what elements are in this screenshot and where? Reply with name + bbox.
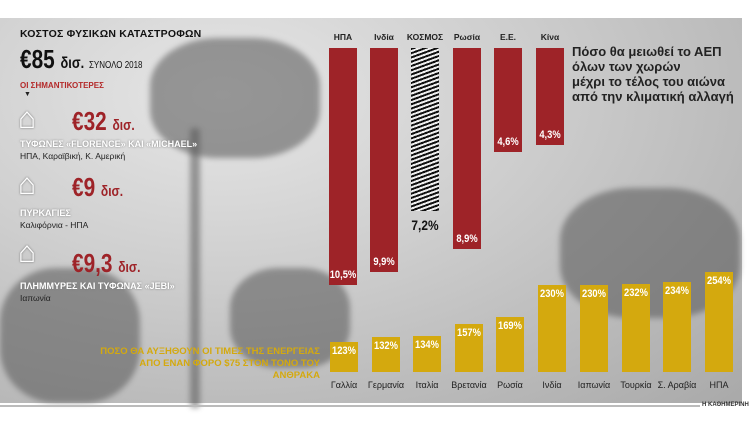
event-region: Καλιφόρνια - ΗΠΑ — [20, 220, 89, 230]
gdp-bar — [411, 48, 439, 211]
event-region: Ιαπωνία — [20, 293, 51, 303]
gdp-value-label: 8,9% — [456, 233, 478, 246]
energy-bar — [413, 336, 441, 372]
energy-category-label: Ιταλία — [415, 380, 439, 390]
gdp-category-label: Ε.Ε. — [499, 32, 517, 42]
source-label: Η ΚΑΘΗΜΕΡΙΝΗ — [702, 402, 749, 408]
event-name: ΠΛΗΜΜΥΡΕΣ ΚΑΙ ΤΥΦΩΝΑΣ «JEBI» — [20, 281, 175, 291]
energy-value-label: 232% — [624, 286, 648, 299]
gdp-category-label: Ινδία — [374, 32, 394, 42]
energy-category-label: Γαλλία — [330, 380, 358, 390]
energy-value-label: 234% — [665, 285, 689, 298]
energy-bar — [580, 284, 608, 372]
flooded-house-icon: ⌂ — [18, 236, 37, 269]
divider — [0, 405, 700, 407]
energy-category-label: Γερμανία — [367, 380, 405, 390]
energy-value-label: 230% — [540, 287, 564, 300]
energy-bar — [372, 337, 400, 372]
gdp-bar — [453, 48, 481, 250]
gdp-chart-title: Πόσο θα μειωθεί το ΑΕΠ όλων των χωρών μέχρ… — [572, 44, 734, 104]
burning-house-icon: ⌂ — [18, 168, 37, 201]
energy-value-label: 132% — [374, 340, 398, 353]
energy-value-label: 230% — [582, 287, 606, 300]
energy-bar — [496, 317, 524, 372]
gdp-category-label: ΗΠΑ — [333, 32, 353, 42]
event-amount: €32 δισ. — [72, 106, 135, 136]
tornado-house-icon: ⌂ — [18, 102, 37, 135]
energy-bar — [622, 283, 650, 372]
energy-category-label: ΗΠΑ — [709, 380, 729, 390]
gdp-category-label: ΚΟΣΜΟΣ — [406, 32, 444, 42]
energy-category-label: Σ. Αραβία — [657, 380, 697, 390]
gdp-bar — [536, 48, 564, 146]
gdp-bar — [370, 48, 398, 272]
energy-category-label: Ρωσία — [497, 380, 523, 390]
energy-bar — [455, 323, 483, 372]
gdp-value-label: 4,6% — [497, 135, 519, 148]
energy-category-label: Τουρκία — [620, 380, 652, 390]
gdp-bar — [329, 48, 357, 286]
energy-chart-title: ΠΟΣΟ ΘΑ ΑΥΞΗΘΟΥΝ ΟΙ ΤΙΜΕΣ ΤΗΣ ΕΝΕΡΓΕΙΑΣ Α… — [100, 346, 320, 381]
total-cost: €85 δισ. ΣΥΝΟΛΟ 2018 — [20, 44, 143, 74]
energy-value-label: 123% — [332, 344, 356, 357]
energy-category-label: Βρετανία — [451, 380, 487, 390]
energy-bar — [330, 341, 358, 372]
energy-value-label: 134% — [415, 339, 439, 352]
energy-value-label: 157% — [457, 326, 481, 339]
gdp-value-label: 9,9% — [373, 255, 395, 268]
gdp-bar — [494, 48, 522, 152]
gdp-category-label: Κίνα — [540, 32, 560, 42]
cost-title: ΚΟΣΤΟΣ ΦΥΣΙΚΩΝ ΚΑΤΑΣΤΡΟΦΩΝ — [20, 28, 202, 40]
event-region: ΗΠΑ, Καραϊβική, Κ. Αμερική — [20, 151, 126, 161]
energy-bar — [705, 271, 733, 372]
gdp-value-label: 10,5% — [329, 269, 357, 282]
event-amount: €9 δισ. — [72, 172, 124, 202]
energy-bar — [538, 284, 566, 372]
energy-value-label: 254% — [707, 274, 731, 287]
energy-category-label: Ινδία — [542, 380, 562, 390]
event-name: ΠΥΡΚΑΓΙΕΣ — [20, 208, 71, 218]
gdp-category-label: Ρωσία — [453, 32, 481, 42]
down-triangle-icon: ▼ — [24, 91, 31, 98]
event-amount: €9,3 δισ. — [72, 248, 141, 278]
energy-category-label: Ιαπωνία — [577, 380, 611, 390]
event-name: ΤΥΦΩΝΕΣ «FLORENCE» ΚΑΙ «MICHAEL» — [20, 139, 198, 149]
gdp-value-label: 4,3% — [539, 129, 561, 142]
energy-value-label: 169% — [498, 320, 522, 333]
energy-bar — [663, 282, 691, 372]
gdp-value-label: 7,2% — [411, 216, 439, 233]
most-significant-label: ΟΙ ΣΗΜΑΝΤΙΚΟΤΕΡΕΣ — [20, 81, 104, 90]
